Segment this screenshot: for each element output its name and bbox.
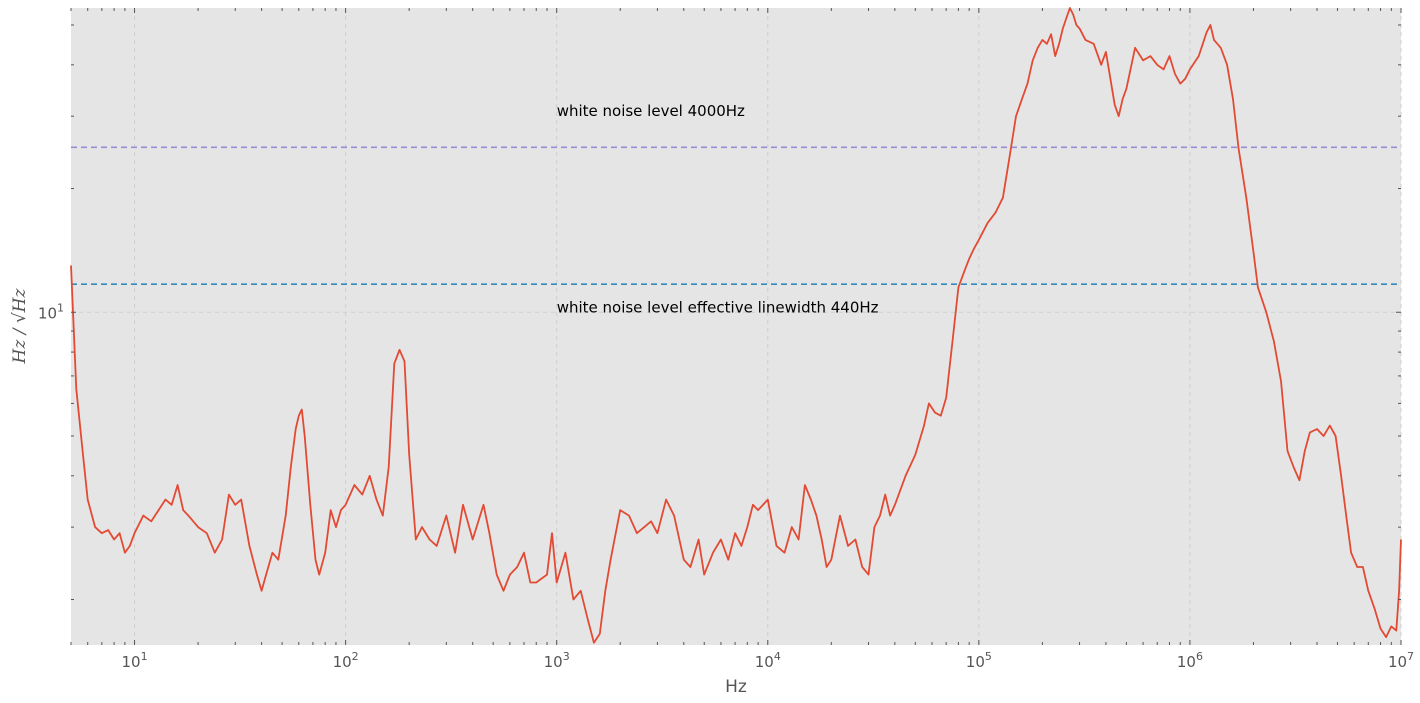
x-tick-label: 103 <box>544 650 570 671</box>
x-tick-label: 102 <box>333 650 359 671</box>
plot-area <box>71 8 1401 645</box>
series-line <box>70 7 1402 644</box>
grid <box>71 8 1402 645</box>
x-tick-labels: 101 102 103 104 105 106 107 <box>121 650 1414 671</box>
annotation-2: white noise level effective linewidth 44… <box>557 298 879 316</box>
x-tick-label: 107 <box>1388 650 1414 671</box>
x-tick-label: 105 <box>966 650 992 671</box>
y-axis-label: Hz / √Hz <box>10 287 30 364</box>
annotation-1: white noise level 4000Hz <box>557 102 745 120</box>
x-tick-label: 101 <box>121 650 147 671</box>
x-tick-label: 104 <box>755 650 781 671</box>
series-layer <box>70 7 1402 644</box>
x-tick-label: 106 <box>1177 650 1203 671</box>
y-tick-label: 101 <box>38 301 64 322</box>
y-tick-labels: 101 <box>38 301 64 322</box>
annotations: white noise level 4000Hz white noise leve… <box>557 102 879 316</box>
x-axis-label: Hz <box>725 677 747 697</box>
reference-lines <box>71 146 1401 286</box>
tick-marks <box>70 8 1402 645</box>
